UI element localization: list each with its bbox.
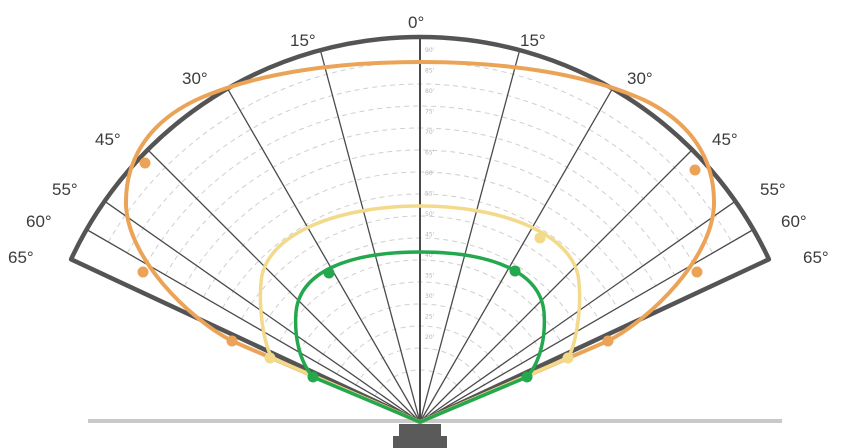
range-gridline [145, 105, 695, 265]
green-curve-marker [509, 265, 521, 277]
angle-label-right-60: 60° [781, 212, 807, 231]
range-scale-label: 80' [425, 88, 435, 95]
angle-label-left-45: 45° [95, 130, 121, 149]
yellow-curve-marker [534, 232, 546, 244]
curve-markers [137, 157, 703, 383]
angle-label-center-0: 0° [408, 13, 424, 32]
range-scale-label: 90' [425, 47, 435, 54]
angle-ray [147, 149, 421, 423]
range-scale-label: 55' [425, 191, 435, 198]
yellow-curve-marker [562, 352, 574, 364]
angle-ray [419, 49, 521, 423]
range-scale-label: 70' [425, 129, 435, 136]
angle-ray [319, 49, 421, 423]
green-curve-marker [323, 267, 335, 279]
range-gridline [241, 215, 599, 320]
range-scale-label: 20' [425, 334, 435, 341]
green-curve-marker [307, 371, 319, 383]
angle-label-left-30: 30° [182, 69, 208, 88]
range-scale-label: 30' [425, 293, 435, 300]
angle-label-left-65: 65° [8, 248, 34, 267]
range-scale-label: 25' [425, 314, 435, 321]
sensor-icon [393, 424, 447, 448]
green-curve-marker [521, 371, 533, 383]
range-gridline [355, 347, 485, 386]
range-scale-label: 50' [425, 211, 435, 218]
range-gridline [279, 259, 561, 342]
angle-label-left-60: 60° [26, 212, 52, 231]
angle-ray [419, 88, 614, 423]
coverage-outline [68, 34, 772, 425]
angle-label-right-65: 65° [803, 248, 829, 267]
angle-ray [86, 228, 421, 423]
orange-curve-marker [602, 335, 614, 347]
range-scale: 90' 85' 80' 75' 70' 65' 60' 55' 50' 45' 40' 35' 30' 2… [425, 47, 435, 341]
yellow-curve-marker [264, 352, 276, 364]
angle-ray [419, 149, 693, 423]
angle-label-right-15: 15° [520, 31, 546, 50]
range-scale-label: 65' [425, 150, 435, 157]
angle-ray [226, 88, 421, 423]
angle-label-left-15: 15° [290, 31, 316, 50]
angle-label-left-55: 55° [52, 180, 78, 199]
range-scale-label: 35' [425, 273, 435, 280]
orange-detection-curve [123, 59, 717, 425]
range-scale-label: 75' [425, 109, 435, 116]
range-scale-label: 40' [425, 252, 435, 259]
range-gridline [317, 303, 523, 364]
range-scale-label: 45' [425, 232, 435, 239]
orange-curve-marker [226, 335, 238, 347]
range-scale-label: 60' [425, 170, 435, 177]
yellow-detection-curve [258, 204, 582, 424]
angle-rays [70, 37, 770, 423]
green-detection-curve [293, 250, 547, 424]
range-gridline [184, 149, 656, 287]
range-scale-label: 85' [425, 68, 435, 75]
angle-labels: 65°60°55°45°30°15°0°15°30°45°55°60°65° [8, 13, 829, 267]
angle-ray [419, 228, 754, 423]
orange-curve-marker [139, 157, 151, 169]
orange-curve-marker [689, 164, 701, 176]
angle-label-right-30: 30° [627, 69, 653, 88]
orange-curve-marker [691, 266, 703, 278]
orange-curve-marker [137, 266, 149, 278]
angle-label-right-45: 45° [712, 130, 738, 149]
angle-label-right-55: 55° [760, 180, 786, 199]
